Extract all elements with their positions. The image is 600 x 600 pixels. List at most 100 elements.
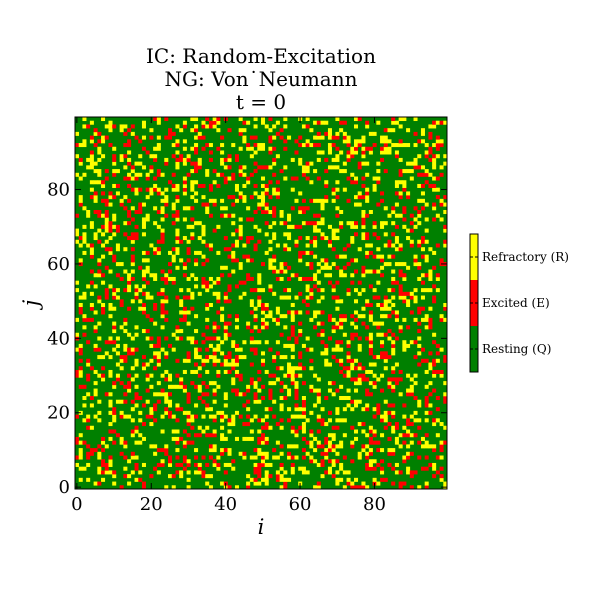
heatmap-cell xyxy=(376,254,381,259)
heatmap-cell xyxy=(324,258,329,263)
heatmap-cell xyxy=(309,433,314,438)
heatmap-cell xyxy=(246,399,251,404)
heatmap-cell xyxy=(268,373,273,378)
heatmap-cell xyxy=(290,329,295,334)
heatmap-cell xyxy=(365,462,370,467)
heatmap-cell xyxy=(339,299,344,304)
heatmap-cell xyxy=(86,317,91,322)
heatmap-cell xyxy=(223,247,228,252)
heatmap-cell xyxy=(443,154,448,159)
heatmap-cell xyxy=(261,262,266,267)
heatmap-cell xyxy=(331,474,336,479)
heatmap-cell xyxy=(279,314,284,319)
heatmap-cell xyxy=(417,351,422,356)
heatmap-cell xyxy=(287,336,292,341)
heatmap-cell xyxy=(357,362,362,367)
heatmap-cell xyxy=(212,280,217,285)
heatmap-cell xyxy=(115,243,120,248)
heatmap-cell xyxy=(149,154,154,159)
heatmap-cell xyxy=(261,183,266,188)
heatmap-cell xyxy=(186,258,191,263)
heatmap-cell xyxy=(149,444,154,449)
heatmap-cell xyxy=(398,172,403,177)
heatmap-cell xyxy=(357,343,362,348)
heatmap-cell xyxy=(335,157,340,162)
heatmap-cell xyxy=(108,340,113,345)
heatmap-cell xyxy=(223,336,228,341)
heatmap-cell xyxy=(413,224,418,229)
heatmap-cell xyxy=(190,183,195,188)
heatmap-cell xyxy=(387,288,392,293)
heatmap-cell xyxy=(75,154,80,159)
heatmap-cell xyxy=(238,451,243,456)
heatmap-cell xyxy=(175,440,180,445)
heatmap-cell xyxy=(368,369,373,374)
heatmap-cell xyxy=(261,317,266,322)
heatmap-cell xyxy=(365,124,370,129)
heatmap-cell xyxy=(175,161,180,166)
heatmap-cell xyxy=(346,470,351,475)
heatmap-cell xyxy=(171,332,176,337)
heatmap-cell xyxy=(432,187,437,192)
heatmap-cell xyxy=(145,176,150,181)
heatmap-cell xyxy=(212,362,217,367)
heatmap-cell xyxy=(156,247,161,252)
heatmap-cell xyxy=(357,336,362,341)
heatmap-cell xyxy=(123,321,128,326)
heatmap-cell xyxy=(130,336,135,341)
heatmap-cell xyxy=(149,295,154,300)
heatmap-cell xyxy=(130,258,135,263)
heatmap-cell xyxy=(156,336,161,341)
heatmap-cell xyxy=(417,440,422,445)
heatmap-cell xyxy=(160,269,165,274)
heatmap-cell xyxy=(309,410,314,415)
heatmap-cell xyxy=(127,150,132,155)
heatmap-cell xyxy=(190,381,195,386)
heatmap-cell xyxy=(160,459,165,464)
heatmap-cell xyxy=(223,462,228,467)
heatmap-cell xyxy=(257,206,262,211)
heatmap-cell xyxy=(354,310,359,315)
heatmap-cell xyxy=(242,198,247,203)
heatmap-cell xyxy=(424,466,429,471)
heatmap-cell xyxy=(194,284,199,289)
heatmap-cell xyxy=(145,265,150,270)
heatmap-cell xyxy=(205,169,210,174)
heatmap-cell xyxy=(253,396,258,401)
heatmap-cell xyxy=(331,433,336,438)
heatmap-cell xyxy=(75,228,80,233)
heatmap-cell xyxy=(301,276,306,281)
heatmap-cell xyxy=(372,183,377,188)
heatmap-cell xyxy=(89,317,94,322)
heatmap-cell xyxy=(383,295,388,300)
heatmap-cell xyxy=(227,128,232,133)
heatmap-cell xyxy=(268,381,273,386)
heatmap-cell xyxy=(272,210,277,215)
heatmap-cell xyxy=(97,410,102,415)
heatmap-cell xyxy=(190,146,195,151)
heatmap-cell xyxy=(264,306,269,311)
heatmap-cell xyxy=(257,462,262,467)
heatmap-cell xyxy=(342,265,347,270)
heatmap-cell xyxy=(272,448,277,453)
heatmap-cell xyxy=(197,396,202,401)
heatmap-cell xyxy=(305,262,310,267)
heatmap-cell xyxy=(398,329,403,334)
heatmap-cell xyxy=(301,407,306,412)
heatmap-cell xyxy=(342,433,347,438)
heatmap-cell xyxy=(272,221,277,226)
heatmap-cell xyxy=(97,347,102,352)
heatmap-cell xyxy=(257,466,262,471)
heatmap-cell xyxy=(372,429,377,434)
heatmap-cell xyxy=(104,224,109,229)
heatmap-cell xyxy=(253,247,258,252)
heatmap-cell xyxy=(413,295,418,300)
heatmap-cell xyxy=(186,433,191,438)
heatmap-cell xyxy=(313,213,318,218)
heatmap-cell xyxy=(279,213,284,218)
heatmap-cell xyxy=(190,273,195,278)
heatmap-cell xyxy=(171,154,176,159)
heatmap-cell xyxy=(275,269,280,274)
heatmap-cell xyxy=(220,418,225,423)
heatmap-cell xyxy=(372,254,377,259)
